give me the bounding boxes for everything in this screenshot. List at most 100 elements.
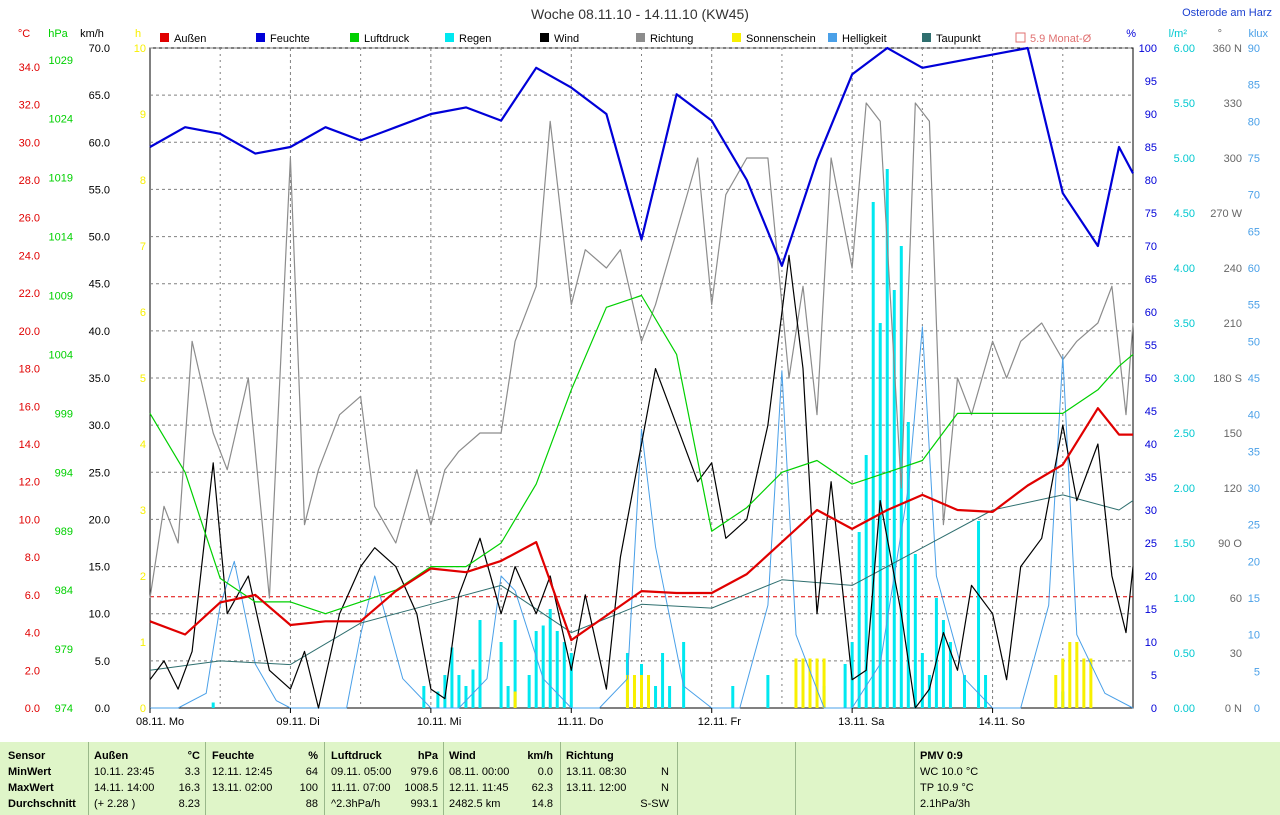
stats-luftdruck-trend: ^2.3hPa/h (331, 798, 381, 810)
regen-bar (422, 686, 426, 708)
regen-bar (984, 675, 988, 708)
regen-bar (962, 675, 966, 708)
left-axis-tick-label: 1009 (49, 291, 73, 303)
left-axis-tick-label: 1029 (49, 55, 73, 67)
left-axis-unit: km/h (80, 28, 104, 40)
legend-swatch (256, 33, 265, 42)
legend-label: Helligkeit (842, 33, 887, 45)
left-axis-tick-label: 55.0 (89, 184, 110, 196)
left-axis-tick-label: 45.0 (89, 279, 110, 291)
regen-bar (878, 323, 882, 708)
right-axis-tick-label: 30 (1230, 648, 1242, 660)
stats-pmv-windchill: WC 10.0 °C (920, 766, 979, 778)
stats-pmv-column: PMV 0:9 WC 10.0 °C TP 10.9 °C 2.1hPa/3h (920, 742, 1120, 815)
stats-header-wind: Wind (449, 750, 476, 762)
left-axis-tick-label: 34.0 (19, 62, 40, 74)
left-axis-unit: hPa (48, 28, 68, 40)
right-axis-tick-label: 85 (1145, 142, 1157, 154)
left-axis-tick-label: 7 (140, 241, 146, 253)
stats-luftdruck-max-time: 11.11. 07:00 (331, 782, 391, 794)
regen-bar (548, 609, 552, 708)
regen-bar (948, 642, 952, 708)
legend-label: Richtung (650, 33, 693, 45)
line-series (149, 46, 1134, 709)
left-axis-tick-label: 984 (55, 585, 73, 597)
stats-wind-max-time: 12.11. 11:45 (449, 782, 509, 794)
sonne-bar (1082, 658, 1086, 708)
regen-bar (471, 669, 475, 708)
right-axis-tick-label: 180 S (1213, 373, 1242, 385)
legend: Außen Feuchte Luftdruck Regen Wind Richtung So… (160, 32, 1092, 45)
regen-bar (661, 653, 665, 708)
left-axis-tick-label: 974 (55, 703, 73, 715)
right-axis-unit: l/m² (1169, 28, 1188, 40)
right-axis-tick-label: 70 (1248, 190, 1260, 202)
right-axis-tick-label: 90 O (1218, 538, 1242, 550)
right-axis-tick-label: 4.50 (1174, 208, 1195, 220)
regen-bar (513, 620, 517, 708)
right-axis-tick-label: 25 (1248, 520, 1260, 532)
stats-header-feuchte: Feuchte (212, 750, 255, 762)
right-axis-tick-label: 60 (1248, 263, 1260, 275)
regen-bar (569, 653, 573, 708)
right-axis-tick-label: 0 (1151, 703, 1157, 715)
left-axis-tick-label: 3 (140, 505, 146, 517)
legend-swatch (1015, 32, 1026, 43)
stats-header-pmv: PMV 0:9 (920, 750, 963, 762)
legend-swatch (540, 33, 549, 42)
legend-swatch (636, 33, 645, 42)
day-label: 09.11. Di (276, 716, 319, 728)
legend-swatch (350, 33, 359, 42)
left-axis-tick-label: 1024 (49, 114, 73, 126)
left-axis-tick-label: 25.0 (89, 467, 110, 479)
right-axis-unit: klux (1248, 28, 1268, 40)
sonne-bar (815, 658, 819, 708)
left-axis-tick-label: 9 (140, 109, 146, 121)
chart-title: Woche 08.11.10 - 14.11.10 (KW45) (531, 6, 749, 22)
left-axis-tick-label: 35.0 (89, 373, 110, 385)
stats-header-sensor: Sensor (8, 750, 46, 762)
stats-richtung-max-time: 13.11. 12:00 (566, 782, 627, 794)
sonne-bar (1061, 658, 1065, 708)
stats-wind-distance: 2482.5 km (449, 798, 501, 810)
right-axis-tick-label: 30 (1248, 483, 1260, 495)
day-label: 10.11. Mi (417, 716, 461, 728)
left-axis-tick-label: 989 (55, 526, 73, 538)
regen-bar (555, 631, 559, 708)
stats-richtung-column: Richtung 13.11. 08:30 N 13.11. 12:00 N S… (566, 742, 669, 815)
left-axis-tick-label: 999 (55, 408, 73, 420)
right-axis-tick-label: 60 (1230, 593, 1242, 605)
regen-bar (527, 675, 531, 708)
stats-aussen-column: Außen °C 10.11. 23:45 3.3 14.11. 14:00 1… (94, 742, 200, 815)
regen-bar (927, 675, 931, 708)
stats-row-avg: Durchschnitt (8, 798, 76, 810)
right-axis-tick-label: 0.00 (1174, 703, 1195, 715)
sonne-bar (1075, 642, 1079, 708)
left-axis-tick-label: 10.0 (89, 609, 110, 621)
stats-luftdruck-max-value: 1008.5 (404, 782, 438, 794)
right-axis-tick-label: 75 (1248, 153, 1260, 165)
legend-swatch (732, 33, 741, 42)
stats-feuchte-min-value: 64 (305, 766, 318, 778)
stats-wind-column: Wind km/h 08.11. 00:00 0.0 12.11. 11:45 … (449, 742, 553, 815)
helligkeit-series-line (150, 326, 1134, 709)
stats-pmv-taupunkt: TP 10.9 °C (920, 782, 974, 794)
left-axis-tick-label: 15.0 (89, 562, 110, 574)
stats-luftdruck-min-value: 979.6 (410, 766, 438, 778)
right-axis-unit: ° (1218, 28, 1222, 40)
left-axis-tick-label: 994 (55, 467, 73, 479)
left-axis-tick-label: 60.0 (89, 137, 110, 149)
stats-richtung-avg-value: S-SW (640, 798, 669, 810)
stats-header-luftdruck: Luftdruck (331, 750, 382, 762)
left-axis-tick-label: 40.0 (89, 326, 110, 338)
regen-bar (731, 686, 735, 708)
day-label: 08.11. Mo (136, 716, 184, 728)
left-axis-tick-label: 2 (140, 571, 146, 583)
right-axis-tick-label: 210 (1224, 318, 1242, 330)
grid (150, 47, 1133, 708)
sonne-bar (513, 691, 517, 708)
sonne-bar (794, 658, 798, 708)
stats-feuchte-max-value: 100 (299, 782, 318, 794)
regen-bar (682, 642, 686, 708)
stats-aussen-min-time: 10.11. 23:45 (94, 766, 155, 778)
